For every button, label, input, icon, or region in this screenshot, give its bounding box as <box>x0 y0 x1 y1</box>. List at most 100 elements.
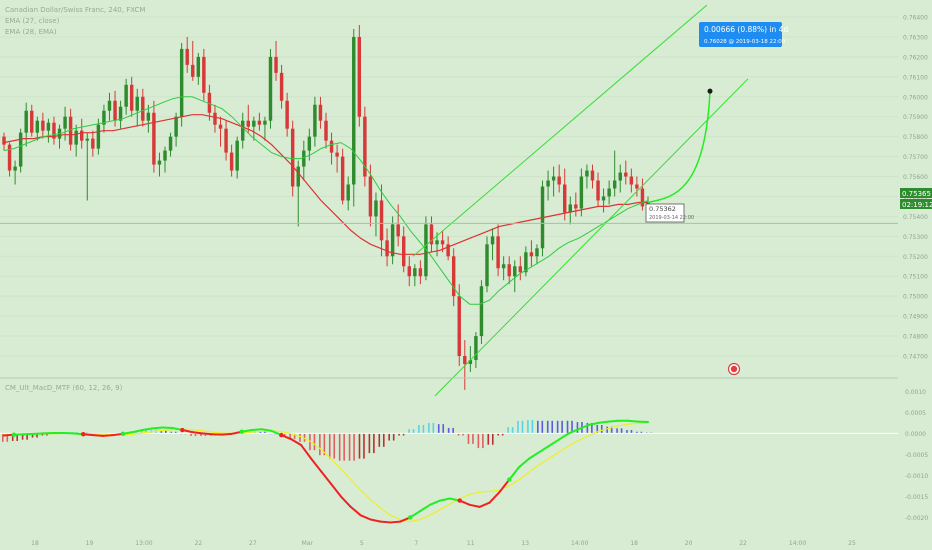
candle-body <box>296 166 300 187</box>
candle-body <box>80 130 84 141</box>
histogram-bar <box>190 433 192 436</box>
candle-body <box>41 120 45 131</box>
candle-body <box>213 112 217 125</box>
candle <box>635 176 639 197</box>
price-tick-label: 0.75700 <box>903 154 928 161</box>
candle-body <box>68 116 73 145</box>
time-tick-label: 20 <box>685 540 693 547</box>
histogram-bar <box>482 433 484 449</box>
candle-body <box>224 128 228 153</box>
candle <box>374 192 378 237</box>
price-tick-label: 0.75600 <box>903 174 928 181</box>
histogram-bar <box>541 420 544 434</box>
histogram-bar <box>392 433 395 441</box>
macd-segment <box>468 503 481 508</box>
histogram-bar <box>358 433 361 459</box>
candle-body <box>568 204 572 213</box>
time-tick-label: 11 <box>467 540 475 547</box>
histogram-bar <box>497 433 499 436</box>
candle-body <box>96 124 101 149</box>
histogram-bar <box>333 433 336 459</box>
histogram-bar <box>200 433 202 436</box>
indicator-pane[interactable] <box>0 419 898 524</box>
macd-segment <box>419 503 432 513</box>
candle <box>340 148 345 205</box>
countdown-tag <box>900 199 932 209</box>
close-marker[interactable] <box>727 362 741 376</box>
candle-body <box>363 116 367 177</box>
macd-segment <box>597 420 610 424</box>
histogram-bar <box>432 422 435 434</box>
histogram-bar <box>313 433 316 451</box>
projection-path[interactable] <box>647 91 711 204</box>
projection-callout[interactable]: 0.00666 (0.88%) in 4d 0.76028 @ 2019-03-… <box>699 22 788 47</box>
candle-body <box>318 104 323 121</box>
candle-body <box>324 120 328 141</box>
last-price-tag-text: 0.75365 <box>902 190 931 198</box>
candle-body <box>374 200 378 217</box>
projection-end-dot[interactable] <box>707 88 713 94</box>
candle-body <box>202 56 206 93</box>
candle-body <box>596 180 600 201</box>
price-scale[interactable]: 0.76400 0.76300 0.76200 0.76100 0.76000 0.759… <box>898 0 932 550</box>
candle-body <box>357 36 362 117</box>
candle <box>213 104 217 133</box>
candle-body <box>335 152 339 157</box>
candle <box>263 116 267 141</box>
price-scale-background <box>898 0 932 550</box>
price-pane[interactable]: 0.00666 (0.88%) in 4d 0.76028 @ 2019-03-… <box>0 4 898 397</box>
candle-body <box>340 156 345 201</box>
candle-body <box>496 236 500 269</box>
cross-dot <box>408 515 413 520</box>
candle-body <box>490 236 495 245</box>
histogram-bar <box>373 433 375 454</box>
macd-segment <box>92 434 105 437</box>
histogram-bar <box>412 429 415 434</box>
histogram-bar <box>283 433 286 437</box>
countdown-tag-text: 02:19:12 <box>902 201 932 209</box>
candle-body <box>107 100 112 111</box>
price-tick-label: 0.75800 <box>903 134 928 141</box>
candle <box>135 88 139 127</box>
price-tick-label: 0.75300 <box>903 234 928 241</box>
candle <box>179 42 184 127</box>
candle-body <box>513 266 517 277</box>
candle-body <box>579 176 584 209</box>
price-tick-label: 0.76300 <box>903 34 928 41</box>
histogram-bar <box>546 420 549 434</box>
candle <box>279 64 284 109</box>
candle-body <box>429 224 434 245</box>
time-tick-label: 13 <box>521 540 529 547</box>
candle <box>157 152 162 177</box>
macd-segment <box>102 434 114 437</box>
histogram-bar <box>11 433 14 441</box>
macd-segment <box>508 466 521 481</box>
current-price-label[interactable]: 0.75362 2019-03-14 22:00 <box>645 203 694 223</box>
candle-body <box>113 100 117 121</box>
macd-segment <box>567 428 580 435</box>
time-axis[interactable]: 18 19 13:00 22 27 Mar 5 7 11 13 14:00 18 20 22 14:00 25 <box>31 540 856 547</box>
price-tick-label: 0.74800 <box>903 334 928 341</box>
channel-upper-line[interactable] <box>412 4 708 257</box>
macd-segment <box>220 432 233 436</box>
candle-body <box>135 96 139 111</box>
channel-lower-line[interactable] <box>434 78 749 397</box>
candle <box>612 150 617 197</box>
candle-body <box>507 264 511 277</box>
candle-body <box>640 188 645 207</box>
indicator-tick-label: -0.0020 <box>905 515 928 522</box>
cross-dot <box>279 432 284 438</box>
histogram-bar <box>165 430 167 434</box>
candle-body <box>485 244 489 287</box>
candle-body <box>302 150 306 167</box>
candle <box>235 136 239 179</box>
histogram-bar <box>521 420 524 434</box>
histogram-bar <box>537 420 539 434</box>
candle <box>490 228 495 261</box>
macd-segment <box>528 451 541 460</box>
candle-body <box>518 266 523 273</box>
close-marker-dot <box>730 365 738 373</box>
candle <box>324 112 328 149</box>
time-tick-label: 14:00 <box>571 540 588 547</box>
histogram-bar <box>343 433 345 461</box>
